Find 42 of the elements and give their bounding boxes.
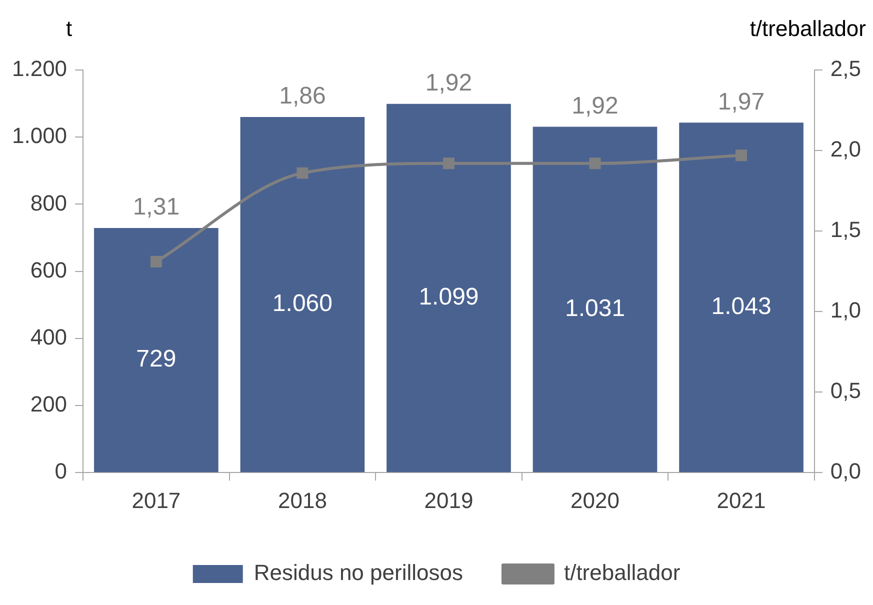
y-tick-label: 600 <box>30 257 68 282</box>
point <box>736 150 748 162</box>
x-tick-label: 2017 <box>132 488 181 513</box>
data-label: 1,86 <box>279 82 326 110</box>
y-tick-label: 800 <box>30 190 68 216</box>
data-label: 1.099 <box>418 284 479 311</box>
y2-tick-label: 2,5 <box>830 56 862 82</box>
bar <box>679 122 804 472</box>
bar <box>386 104 511 472</box>
x-tick-label: 2021 <box>716 488 766 513</box>
data-label: 1,92 <box>572 92 618 120</box>
bar <box>94 228 218 472</box>
point <box>442 158 454 170</box>
data-label: 1,31 <box>132 194 180 221</box>
legend-label: Residus no perillosos <box>254 560 463 586</box>
y2-tick-label: 0,0 <box>830 458 862 484</box>
x-tick-label: 2018 <box>278 488 327 513</box>
data-label: 1,92 <box>425 70 472 97</box>
point <box>589 158 601 170</box>
y-tick-label: 0 <box>54 458 68 484</box>
data-label: 1.043 <box>711 293 772 320</box>
x-tick-label: 2019 <box>424 488 474 513</box>
y-tick-label: 1.000 <box>12 123 68 148</box>
y2-tick-label: 1,0 <box>830 298 862 323</box>
data-label: 1.031 <box>564 295 626 322</box>
y2-tick-label: 0,5 <box>830 378 862 404</box>
y-tick-label: 400 <box>30 324 68 350</box>
legend-label: t/treballador <box>564 560 680 586</box>
y2-axis-title: t/treballador <box>750 16 866 41</box>
point <box>150 256 162 268</box>
data-label: 1.060 <box>272 290 332 318</box>
y-tick-label: 1.200 <box>12 56 68 82</box>
y-tick-label: 200 <box>30 392 68 417</box>
data-label: 1,97 <box>718 88 765 116</box>
x-tick-label: 2020 <box>570 488 620 513</box>
y2-tick-label: 1,5 <box>830 217 862 242</box>
y2-tick-label: 2,0 <box>830 136 862 162</box>
bar <box>532 126 658 472</box>
point <box>296 167 308 179</box>
data-label: 729 <box>136 346 176 373</box>
bar <box>240 116 365 472</box>
y-axis-title: t <box>66 16 72 41</box>
